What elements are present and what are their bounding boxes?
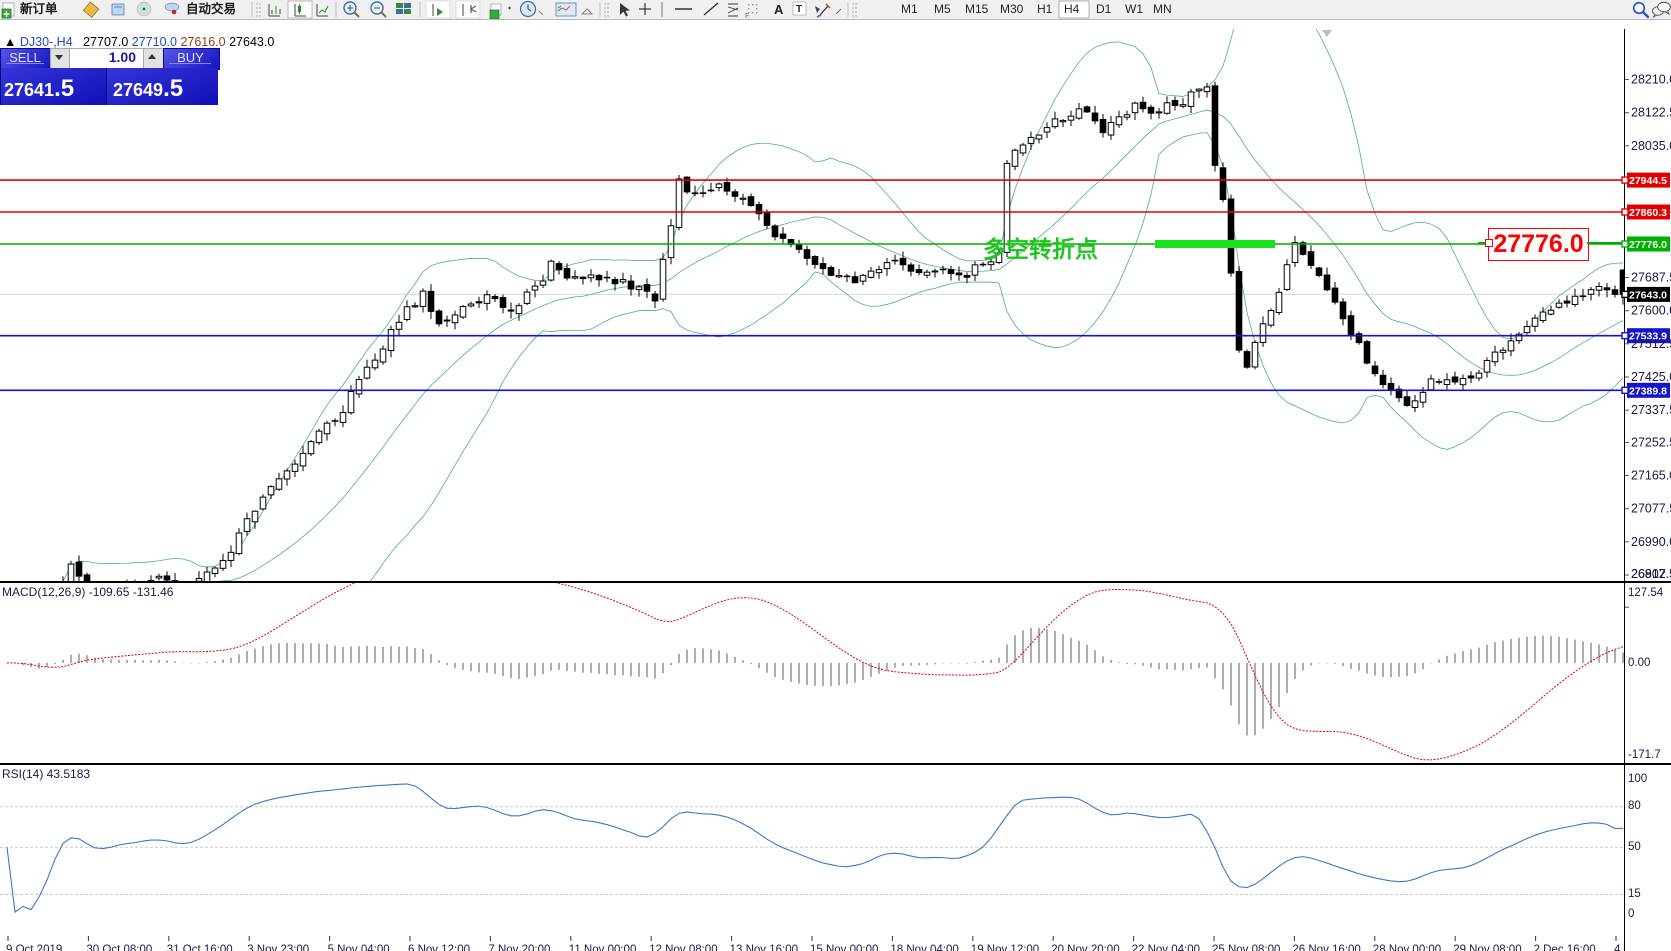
svg-text:27944.5: 27944.5 <box>1629 175 1667 187</box>
svg-text:D1: D1 <box>1096 2 1112 16</box>
svg-text:27643.0: 27643.0 <box>1629 289 1667 301</box>
svg-text:H1: H1 <box>1037 2 1053 16</box>
svg-text:26990.0: 26990.0 <box>1631 535 1671 549</box>
svg-text:M5: M5 <box>934 2 951 16</box>
svg-text:4 Dec 00:00: 4 Dec 00:00 <box>1614 944 1624 951</box>
svg-text:26817.5: 26817.5 <box>1631 567 1671 581</box>
svg-text:7 Nov 20:00: 7 Nov 20:00 <box>488 944 550 951</box>
svg-text:W1: W1 <box>1125 2 1143 16</box>
svg-text:20 Nov 20:00: 20 Nov 20:00 <box>1051 944 1119 951</box>
svg-text:H4: H4 <box>1064 2 1080 16</box>
svg-text:A: A <box>774 2 784 17</box>
svg-text:28 Nov 00:00: 28 Nov 00:00 <box>1373 944 1441 951</box>
svg-text:11 Nov 00:00: 11 Nov 00:00 <box>569 944 637 951</box>
svg-text:多空转折点: 多空转折点 <box>983 236 1098 262</box>
svg-text:27776.0: 27776.0 <box>1629 239 1667 251</box>
svg-text:15 Nov 00:00: 15 Nov 00:00 <box>810 944 878 951</box>
svg-text:27165.0: 27165.0 <box>1631 469 1671 483</box>
svg-text:27337.5: 27337.5 <box>1631 403 1671 417</box>
svg-text:27512.5: 27512.5 <box>1631 337 1671 351</box>
svg-text:30 Oct 08:00: 30 Oct 08:00 <box>86 944 152 951</box>
svg-text:29 Nov 08:00: 29 Nov 08:00 <box>1453 944 1521 951</box>
svg-text:19 Nov 12:00: 19 Nov 12:00 <box>971 944 1039 951</box>
svg-text:T: T <box>796 4 802 15</box>
svg-text:27600.0: 27600.0 <box>1631 304 1671 318</box>
svg-text:27687.5: 27687.5 <box>1631 271 1671 285</box>
svg-text:27389.8: 27389.8 <box>1629 385 1667 397</box>
svg-text:27425.0: 27425.0 <box>1631 370 1671 384</box>
svg-text:MN: MN <box>1153 2 1172 16</box>
svg-text:6 Nov 12:00: 6 Nov 12:00 <box>408 944 470 951</box>
svg-text:25 Nov 08:00: 25 Nov 08:00 <box>1212 944 1280 951</box>
svg-text:新订单: 新订单 <box>20 1 58 16</box>
svg-text:自动交易: 自动交易 <box>186 1 236 16</box>
svg-text:3 Nov 23:00: 3 Nov 23:00 <box>247 944 309 951</box>
svg-text:F: F <box>745 13 749 19</box>
svg-text:28122.5: 28122.5 <box>1631 106 1671 120</box>
svg-text:2 Dec 16:00: 2 Dec 16:00 <box>1534 944 1596 951</box>
svg-text:28035.0: 28035.0 <box>1631 139 1671 153</box>
svg-text:26 Nov 16:00: 26 Nov 16:00 <box>1292 944 1360 951</box>
svg-text:27077.5: 27077.5 <box>1631 502 1671 516</box>
svg-text:9 Oct 2019: 9 Oct 2019 <box>6 944 62 951</box>
svg-text:M15: M15 <box>965 2 989 16</box>
svg-text:22 Nov 04:00: 22 Nov 04:00 <box>1132 944 1200 951</box>
svg-text:12 Nov 08:00: 12 Nov 08:00 <box>649 944 717 951</box>
svg-text:13 Nov 16:00: 13 Nov 16:00 <box>730 944 798 951</box>
svg-text:5 Nov 04:00: 5 Nov 04:00 <box>328 944 390 951</box>
svg-text:M30: M30 <box>1000 2 1024 16</box>
svg-text:31 Oct 16:00: 31 Oct 16:00 <box>167 944 233 951</box>
svg-text:27860.3: 27860.3 <box>1629 207 1667 219</box>
svg-text:28210.0: 28210.0 <box>1631 73 1671 87</box>
svg-text:M1: M1 <box>901 2 918 16</box>
svg-text:27252.5: 27252.5 <box>1631 435 1671 449</box>
svg-text:18 Nov 04:00: 18 Nov 04:00 <box>890 944 958 951</box>
